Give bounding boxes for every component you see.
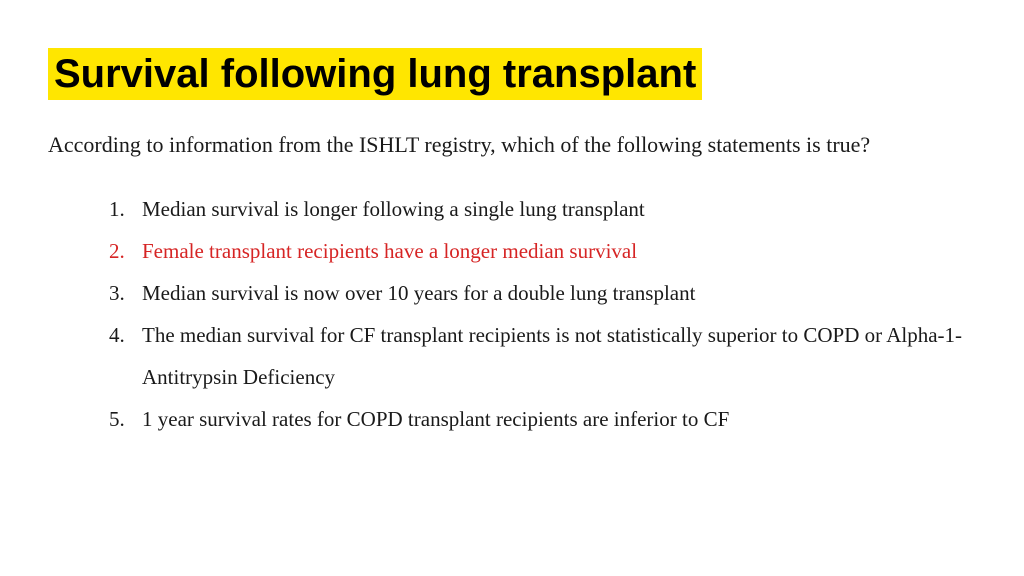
list-item: Median survival is longer following a si… — [130, 188, 976, 230]
option-text: The median survival for CF transplant re… — [142, 323, 962, 389]
option-text: 1 year survival rates for COPD transplan… — [142, 407, 729, 431]
list-item: Median survival is now over 10 years for… — [130, 272, 976, 314]
options-list: Median survival is longer following a si… — [48, 188, 976, 440]
list-item: The median survival for CF transplant re… — [130, 314, 976, 398]
slide: Survival following lung transplant Accor… — [0, 0, 1024, 576]
option-text: Median survival is longer following a si… — [142, 197, 645, 221]
option-text: Median survival is now over 10 years for… — [142, 281, 695, 305]
question-text: According to information from the ISHLT … — [48, 128, 976, 162]
list-item: Female transplant recipients have a long… — [130, 230, 976, 272]
slide-title: Survival following lung transplant — [48, 48, 702, 100]
list-item: 1 year survival rates for COPD transplan… — [130, 398, 976, 440]
option-text: Female transplant recipients have a long… — [142, 239, 637, 263]
